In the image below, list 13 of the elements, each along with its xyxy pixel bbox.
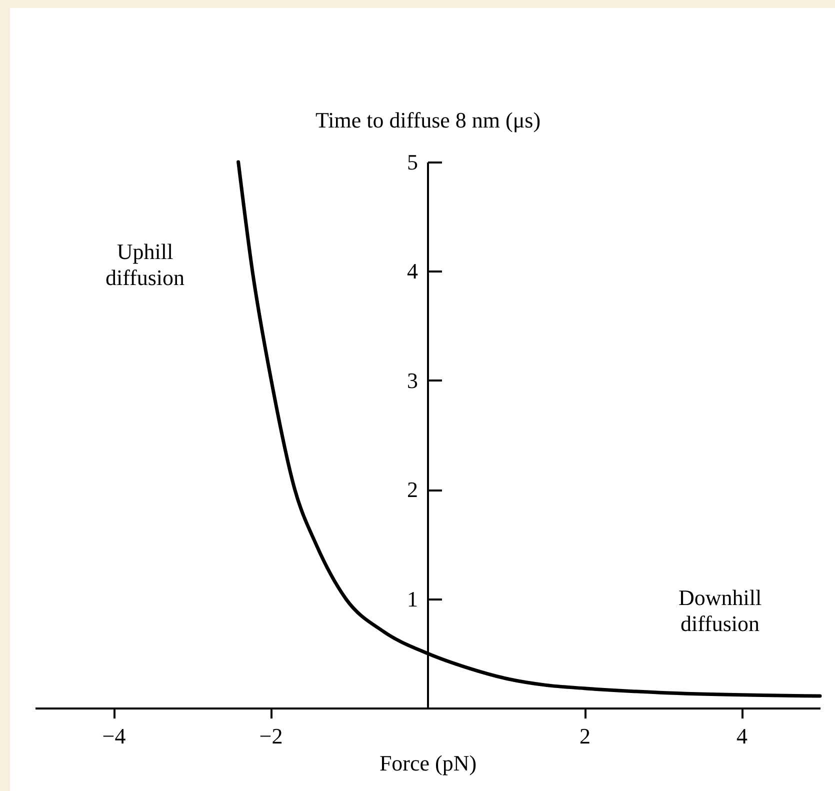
y-tick-label: 3 [407,368,418,393]
annotation: Uphill diffusion [105,239,185,290]
x-tick-label: 2 [580,724,590,748]
x-tick-label: 4 [736,724,748,748]
x-tick-label: −4 [102,724,126,748]
y-tick-label: 2 [407,477,418,502]
y-tick-label: 4 [407,258,418,284]
x-tick-label: −2 [259,724,283,748]
y-tick-label: 1 [407,586,418,612]
y-axis-title: Time to diffuse 8 nm (μs) [315,108,541,132]
y-tick-label: 5 [407,150,418,174]
x-axis-title: Force (pN) [379,750,477,776]
annotation: Downhill diffusion [678,585,762,636]
